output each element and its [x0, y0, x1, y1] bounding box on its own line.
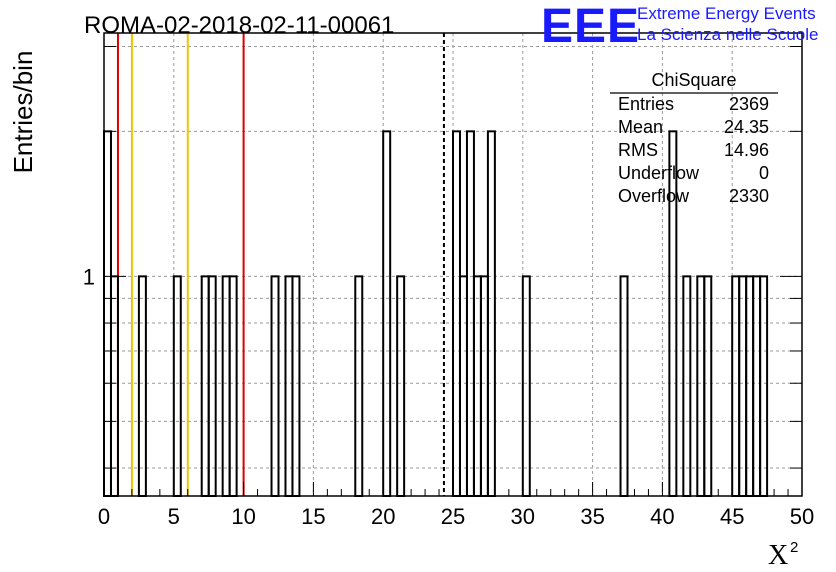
histogram-bar: [458, 275, 468, 497]
logo-eee-text: EEE: [541, 0, 640, 53]
stats-row-label: RMS: [618, 140, 658, 160]
y-axis-label: Entries/bin: [8, 51, 38, 174]
histogram-bar: [382, 130, 392, 498]
x-axis-label: X 2: [768, 539, 798, 571]
histogram-bar: [228, 275, 238, 497]
histogram-bar: [752, 275, 762, 497]
reference-lines: [116, 33, 445, 496]
x-tick-label: 20: [371, 504, 395, 529]
x-tick-labels: 0 5 10 15 20 25 30 35 40 45 50: [98, 504, 814, 529]
x-tick-label: 50: [790, 504, 814, 529]
stats-row-value: 2330: [729, 186, 769, 206]
histogram-bar: [103, 130, 112, 498]
stats-row-label: Entries: [618, 94, 674, 114]
x-tick-label: 25: [441, 504, 465, 529]
histogram-bar: [207, 275, 217, 497]
x-axis-label-base: X: [768, 540, 788, 571]
histogram-bar: [479, 275, 489, 497]
x-tick-label: 30: [511, 504, 535, 529]
stats-row-value: 0: [759, 163, 769, 183]
histogram-bar: [221, 275, 231, 497]
histogram-bar: [284, 275, 294, 497]
stats-row-value: 24.35: [724, 117, 769, 137]
plot-frame: [103, 32, 803, 497]
histogram-bar: [396, 275, 406, 497]
x-tick-label: 35: [580, 504, 604, 529]
histogram-bar: [354, 275, 364, 497]
histogram-bar: [521, 275, 531, 497]
stats-row-label: Underflow: [618, 163, 700, 183]
chart-title: ROMA-02-2018-02-11-00061: [84, 12, 394, 39]
stats-row-value: 14.96: [724, 140, 769, 160]
stats-title: ChiSquare: [651, 70, 736, 90]
stats-row-label: Mean: [618, 117, 663, 137]
histogram-bar: [109, 275, 119, 497]
x-axis-label-superscript: 2: [790, 539, 798, 556]
histogram-bar: [759, 275, 769, 497]
histogram-bar: [172, 275, 182, 497]
eee-logo: EEE Extreme Energy Events La Scienza nel…: [541, 0, 818, 53]
histogram-bar: [137, 275, 147, 497]
logo-line-1: Extreme Energy Events: [637, 4, 816, 23]
stats-rows: Entries 2369 Mean 24.35 RMS 14.96 Underflow 0 Ov…: [618, 94, 769, 206]
histogram-bar: [619, 275, 629, 497]
histogram-bar: [682, 275, 692, 497]
histogram-bar: [472, 275, 482, 497]
histogram-bar: [745, 275, 755, 497]
stats-box: ChiSquare Entries 2369 Mean 24.35 RMS 14.96 Un…: [610, 70, 778, 206]
histogram-bar: [703, 275, 713, 497]
histogram-bar: [200, 275, 210, 497]
x-tick-label: 0: [98, 504, 110, 529]
histogram-bar: [291, 275, 301, 497]
histogram-bar: [738, 275, 748, 497]
y-tick-label: 1: [83, 264, 95, 289]
x-tick-label: 5: [168, 504, 180, 529]
stats-row-value: 2369: [729, 94, 769, 114]
stats-row-label: Overflow: [618, 186, 690, 206]
histogram-bar: [731, 275, 741, 497]
histogram-bar: [270, 275, 280, 497]
x-tick-label: 10: [231, 504, 255, 529]
logo-line-2: La Scienza nelle Scuole: [637, 25, 818, 44]
histogram-bar: [696, 275, 706, 497]
histogram-bar: [452, 130, 461, 498]
x-tick-label: 15: [301, 504, 325, 529]
histogram-bar: [465, 130, 475, 498]
x-tick-label: 40: [650, 504, 674, 529]
x-tick-label: 45: [720, 504, 744, 529]
histogram-bar: [486, 130, 496, 498]
y-tick-labels: 1: [83, 264, 95, 289]
